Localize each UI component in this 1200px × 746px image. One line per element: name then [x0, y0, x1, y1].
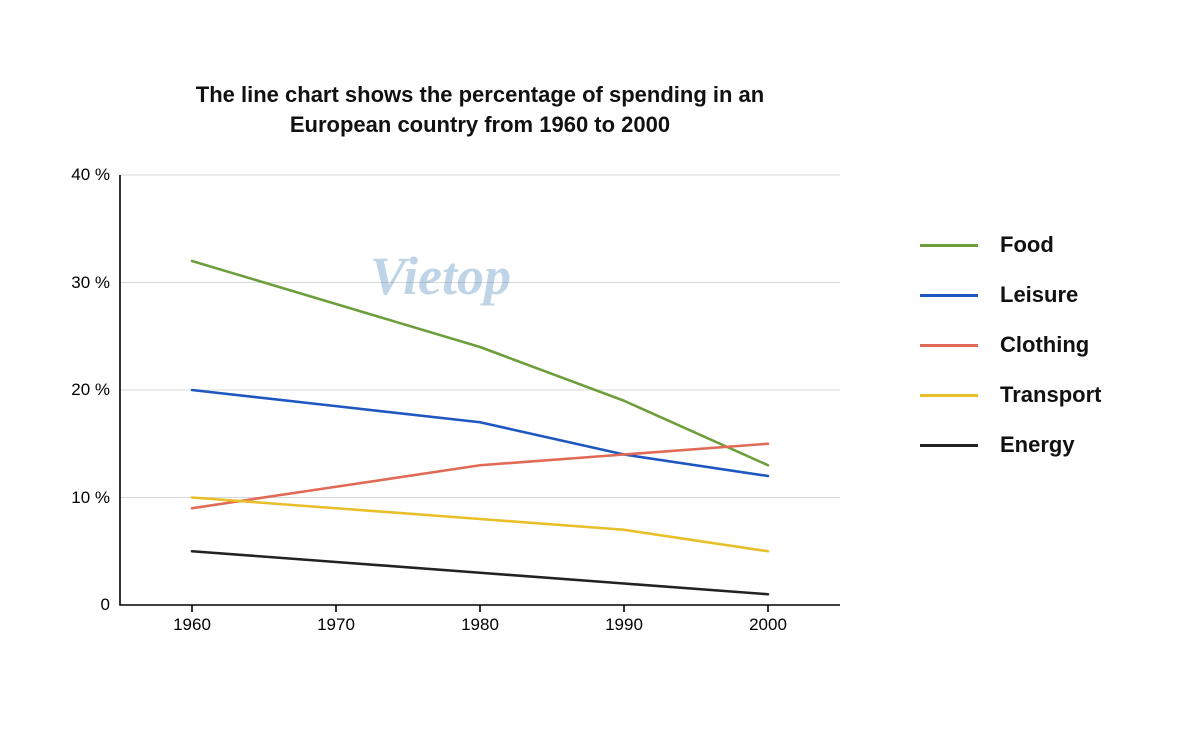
legend-item-leisure: Leisure	[920, 270, 1101, 320]
x-axis-label: 1970	[317, 615, 355, 635]
x-axis-label: 1980	[461, 615, 499, 635]
legend-swatch	[920, 244, 978, 247]
legend-label: Energy	[1000, 432, 1075, 458]
legend-swatch	[920, 444, 978, 447]
chart-title: The line chart shows the percentage of s…	[160, 80, 800, 139]
watermark: Vietop	[370, 245, 511, 307]
legend-swatch	[920, 294, 978, 297]
chart-container: The line chart shows the percentage of s…	[0, 0, 1200, 746]
legend-swatch	[920, 394, 978, 397]
series-line-energy	[192, 551, 768, 594]
series-line-clothing	[192, 444, 768, 509]
x-axis-label: 2000	[749, 615, 787, 635]
legend-label: Transport	[1000, 382, 1101, 408]
y-axis-label: 40 %	[50, 165, 110, 185]
legend-item-transport: Transport	[920, 370, 1101, 420]
legend-item-clothing: Clothing	[920, 320, 1101, 370]
x-axis-label: 1990	[605, 615, 643, 635]
legend-label: Clothing	[1000, 332, 1089, 358]
legend-label: Leisure	[1000, 282, 1078, 308]
legend-item-energy: Energy	[920, 420, 1101, 470]
x-axis-label: 1960	[173, 615, 211, 635]
legend-label: Food	[1000, 232, 1054, 258]
series-line-transport	[192, 498, 768, 552]
series-line-leisure	[192, 390, 768, 476]
chart-svg	[120, 175, 840, 605]
legend: Food Leisure Clothing Transport Energy	[920, 220, 1101, 470]
plot-area: Vietop 010 %20 %30 %40 % 196019701980199…	[120, 175, 840, 605]
y-axis-label: 10 %	[50, 488, 110, 508]
legend-item-food: Food	[920, 220, 1101, 270]
y-axis-label: 20 %	[50, 380, 110, 400]
y-axis-label: 0	[50, 595, 110, 615]
y-axis-label: 30 %	[50, 273, 110, 293]
legend-swatch	[920, 344, 978, 347]
